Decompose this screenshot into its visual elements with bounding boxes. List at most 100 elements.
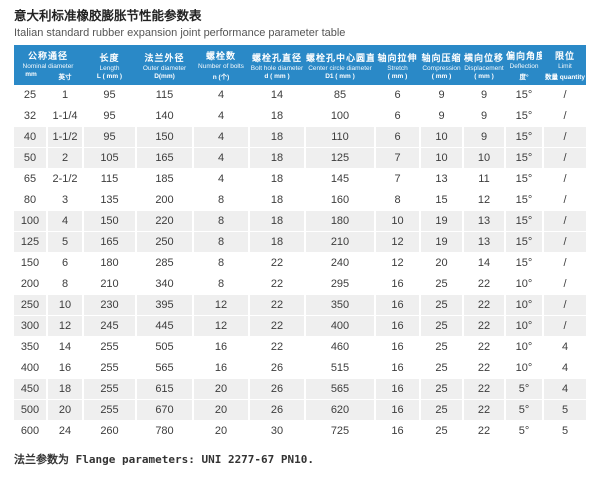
column-header-cn: 轴向拉伸 (377, 52, 418, 63)
table-cell: 5 (544, 421, 586, 441)
column-header-sub: 度° (519, 74, 529, 81)
table-row: 65 2-1/2 115 185 4 18 145 7 13 11 15° / (14, 169, 586, 189)
table-cell: 1-1/4 (48, 106, 82, 126)
table-cell: 445 (137, 316, 192, 336)
table-cell: 295 (306, 274, 374, 294)
table-cell: 22 (464, 379, 504, 399)
column-header-sub: ( mm ) (431, 72, 452, 80)
table-cell: / (544, 169, 586, 189)
table-cell: 8 (48, 274, 82, 294)
table-cell: 350 (306, 295, 374, 315)
table-row: 600 24 260 780 20 30 725 16 25 22 5° 5 (14, 421, 586, 441)
column-header-cn: 公称通径 (27, 51, 68, 61)
table-cell: 5 (48, 232, 82, 252)
table-cell: / (544, 148, 586, 168)
table-cell: 16 (48, 358, 82, 378)
table-cell: 115 (137, 85, 192, 105)
column-header-en: Bolt hole diameter (250, 64, 304, 72)
table-cell: 15° (506, 190, 542, 210)
table-cell: 200 (137, 190, 192, 210)
table-cell: 25 (421, 316, 462, 336)
table-cell: 8 (194, 253, 248, 273)
table-cell: 615 (137, 379, 192, 399)
column-header: 横向位移 Displacement( mm ) (464, 45, 504, 85)
table-cell: 15° (506, 211, 542, 231)
table-cell: 25 (421, 295, 462, 315)
table-cell: 185 (137, 169, 192, 189)
table-cell: 10° (506, 274, 542, 294)
table-cell: 400 (306, 316, 374, 336)
table-cell: 15° (506, 106, 542, 126)
table-cell: 22 (464, 295, 504, 315)
table-cell: 16 (376, 358, 419, 378)
table-cell: 26 (250, 400, 304, 420)
table-cell: 10 (464, 148, 504, 168)
column-header-sub: L ( mm ) (96, 72, 123, 80)
table-cell: 18 (250, 169, 304, 189)
table-cell: 13 (421, 169, 462, 189)
table-cell: 4 (194, 148, 248, 168)
table-cell: 125 (14, 232, 46, 252)
table-cell: 250 (14, 295, 46, 315)
table-cell: 16 (194, 337, 248, 357)
table-cell: 450 (14, 379, 46, 399)
table-cell: 780 (137, 421, 192, 441)
table-cell: 5 (544, 400, 586, 420)
table-cell: 16 (376, 337, 419, 357)
column-header-sub: mm (25, 71, 37, 78)
table-cell: 9 (421, 106, 462, 126)
table-cell: 22 (464, 400, 504, 420)
table-row: 40 1-1/2 95 150 4 18 110 6 10 9 15° / (14, 127, 586, 147)
table-cell: 18 (48, 379, 82, 399)
table-cell: 18 (250, 148, 304, 168)
column-header-sub: 数量 quantity (544, 74, 586, 81)
table-cell: 40 (14, 127, 46, 147)
table-cell: / (544, 274, 586, 294)
table-cell: 600 (14, 421, 46, 441)
column-header-en: Length (99, 64, 120, 72)
table-cell: 620 (306, 400, 374, 420)
column-header-en: Center circle diameter (308, 64, 372, 72)
table-cell: 10° (506, 337, 542, 357)
table-cell: 1-1/2 (48, 127, 82, 147)
table-cell: 6 (376, 127, 419, 147)
column-header-sub: d ( mm ) (264, 72, 290, 80)
table-cell: 25 (421, 400, 462, 420)
table-cell: 300 (14, 316, 46, 336)
table-cell: 100 (14, 211, 46, 231)
table-cell: 220 (137, 211, 192, 231)
table-cell: 20 (194, 400, 248, 420)
table-cell: 7 (376, 148, 419, 168)
table-cell: 10 (376, 211, 419, 231)
table-cell: 180 (84, 253, 135, 273)
table-cell: 18 (250, 232, 304, 252)
table-cell: 95 (84, 106, 135, 126)
table-row: 25 1 95 115 4 14 85 6 9 9 15° / (14, 85, 586, 105)
table-cell: 22 (250, 316, 304, 336)
column-header: 限位 Limit 数量 quantity (544, 45, 586, 85)
table-cell: 14 (48, 337, 82, 357)
table-cell: / (544, 295, 586, 315)
table-cell: 250 (137, 232, 192, 252)
table-cell: 15° (506, 253, 542, 273)
table-cell: 15 (421, 190, 462, 210)
table-row: 32 1-1/4 95 140 4 18 100 6 9 9 15° / (14, 106, 586, 126)
table-cell: 515 (306, 358, 374, 378)
table-cell: 115 (84, 169, 135, 189)
table-cell: 16 (376, 295, 419, 315)
table-cell: 285 (137, 253, 192, 273)
table-cell: 4 (544, 379, 586, 399)
table-cell: 22 (464, 358, 504, 378)
table-cell: 25 (421, 421, 462, 441)
table-cell: 260 (84, 421, 135, 441)
table-cell: 350 (14, 337, 46, 357)
column-header-cn: 长度 (99, 52, 120, 63)
table-cell: 8 (194, 190, 248, 210)
table-cell: 135 (84, 190, 135, 210)
table-cell: 20 (194, 379, 248, 399)
table-cell: 150 (137, 127, 192, 147)
table-cell: 8 (194, 274, 248, 294)
table-cell: 9 (464, 106, 504, 126)
table-cell: 160 (306, 190, 374, 210)
table-row: 80 3 135 200 8 18 160 8 15 12 15° / (14, 190, 586, 210)
